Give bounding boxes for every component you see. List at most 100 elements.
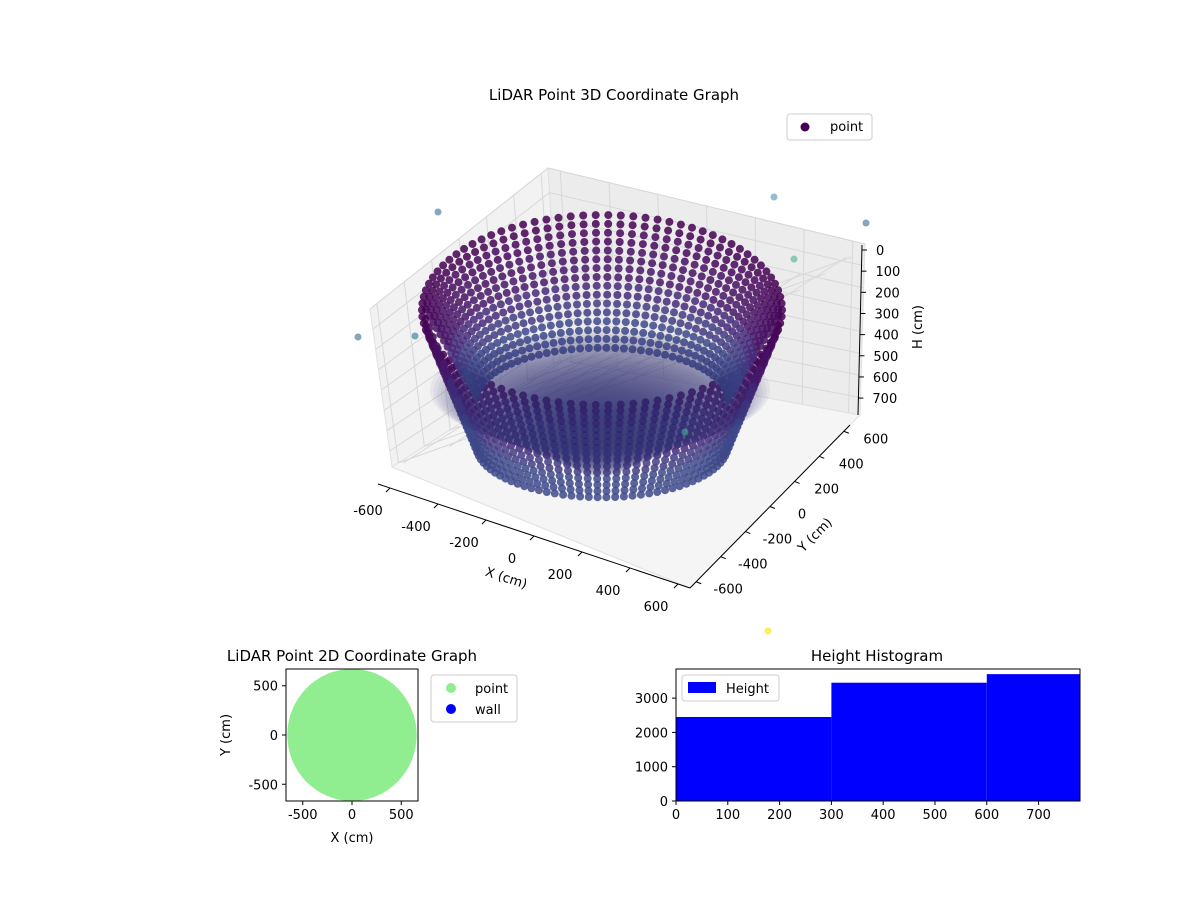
cloud-point — [693, 288, 702, 297]
cloud-point — [550, 440, 559, 449]
cloud-point — [652, 402, 661, 411]
cloud-point — [572, 455, 581, 464]
cloud-point — [525, 254, 534, 263]
cloud-point — [678, 310, 687, 319]
cloud-point — [557, 240, 566, 249]
cloud-point — [611, 335, 620, 344]
cloud-point — [630, 479, 639, 488]
histogram-x-tick-label: 700 — [1026, 808, 1051, 823]
cloud-point — [633, 292, 642, 301]
cloud-point — [697, 272, 706, 281]
cloud-point — [480, 243, 488, 252]
y-tick-label-2d: -500 — [248, 778, 278, 793]
cloud-point — [686, 424, 695, 433]
cloud-point — [542, 215, 551, 224]
cloud-point — [614, 437, 623, 446]
cloud-point — [628, 221, 637, 230]
cloud-point — [614, 255, 623, 264]
cloud-point — [722, 284, 731, 293]
cloud-point — [487, 323, 496, 332]
cloud-point — [518, 427, 527, 436]
cloud-point — [583, 468, 592, 477]
cloud-point — [508, 223, 516, 232]
cloud-point — [727, 268, 736, 277]
cloud-point — [695, 421, 704, 430]
cloud-point — [564, 473, 573, 481]
cloud-point — [661, 306, 670, 315]
cloud-point — [691, 434, 700, 443]
cloud-point — [524, 299, 533, 308]
cloud-point — [553, 302, 562, 311]
cloud-point — [559, 435, 568, 444]
cloud-point — [632, 310, 640, 319]
cloud-point — [593, 468, 602, 477]
cloud-point — [638, 416, 647, 425]
cloud-point — [669, 263, 677, 272]
cloud-floor — [566, 419, 634, 478]
cloud-point — [662, 449, 671, 458]
cloud-point — [603, 273, 612, 281]
cloud-point — [560, 275, 569, 284]
cloud-point — [616, 400, 625, 409]
cloud-point — [504, 324, 513, 333]
cloud-point — [461, 273, 470, 282]
cloud-point — [584, 326, 593, 335]
cloud-point — [450, 303, 458, 312]
cloud-point — [524, 447, 533, 456]
cloud-point — [567, 491, 576, 500]
cloud-point — [611, 480, 620, 489]
cloud-point — [508, 388, 516, 397]
cloud-point — [487, 267, 496, 276]
cloud-point — [626, 247, 635, 256]
cloud-point — [676, 391, 685, 400]
outlier-point — [681, 428, 689, 436]
cloud-point — [651, 457, 660, 466]
cloud-point — [593, 487, 602, 496]
cloud-point — [726, 296, 735, 305]
cloud-point — [676, 319, 685, 328]
point-cloud — [354, 193, 870, 635]
cloud-floor — [447, 341, 753, 454]
cloud-point — [762, 267, 771, 276]
cloud-point — [476, 291, 485, 300]
cloud-point — [471, 276, 480, 285]
cloud-point — [543, 224, 552, 233]
cloud-point — [549, 267, 558, 276]
cloud-point — [583, 474, 592, 483]
cloud-floor — [493, 371, 707, 463]
cloud-point — [519, 319, 528, 328]
legend-2d-marker-point — [446, 683, 456, 693]
cloud-point — [515, 444, 524, 453]
y-tick-3d — [819, 455, 825, 459]
cloud-point — [670, 453, 678, 462]
cloud-point — [513, 437, 522, 446]
cloud-point — [573, 461, 581, 470]
cloud-point — [616, 412, 625, 421]
x-tick-3d — [625, 567, 631, 573]
cloud-point — [533, 342, 542, 351]
cloud-point — [567, 405, 576, 414]
cloud-floor — [496, 373, 704, 464]
cloud-point — [541, 481, 550, 490]
cloud-point — [564, 466, 572, 475]
histogram-x-tick-label: 600 — [974, 808, 999, 823]
cloud-point — [654, 481, 663, 490]
cloud-point — [632, 301, 641, 310]
cloud-point — [558, 337, 566, 346]
cloud-point — [602, 474, 611, 483]
cloud-point — [616, 220, 625, 229]
cloud-point — [612, 317, 621, 326]
cloud-point — [439, 261, 448, 270]
cloud-point — [492, 284, 500, 293]
cloud-point — [554, 398, 563, 407]
cloud-point — [680, 444, 689, 453]
cloud-point — [760, 287, 769, 296]
cloud-point — [664, 473, 673, 482]
cloud-point — [502, 288, 511, 297]
cloud-point — [525, 417, 534, 426]
cloud-point — [616, 406, 625, 415]
cloud-point — [668, 352, 677, 361]
cloud-point — [498, 354, 507, 363]
cloud-point — [468, 268, 477, 277]
cloud-point — [591, 211, 600, 220]
